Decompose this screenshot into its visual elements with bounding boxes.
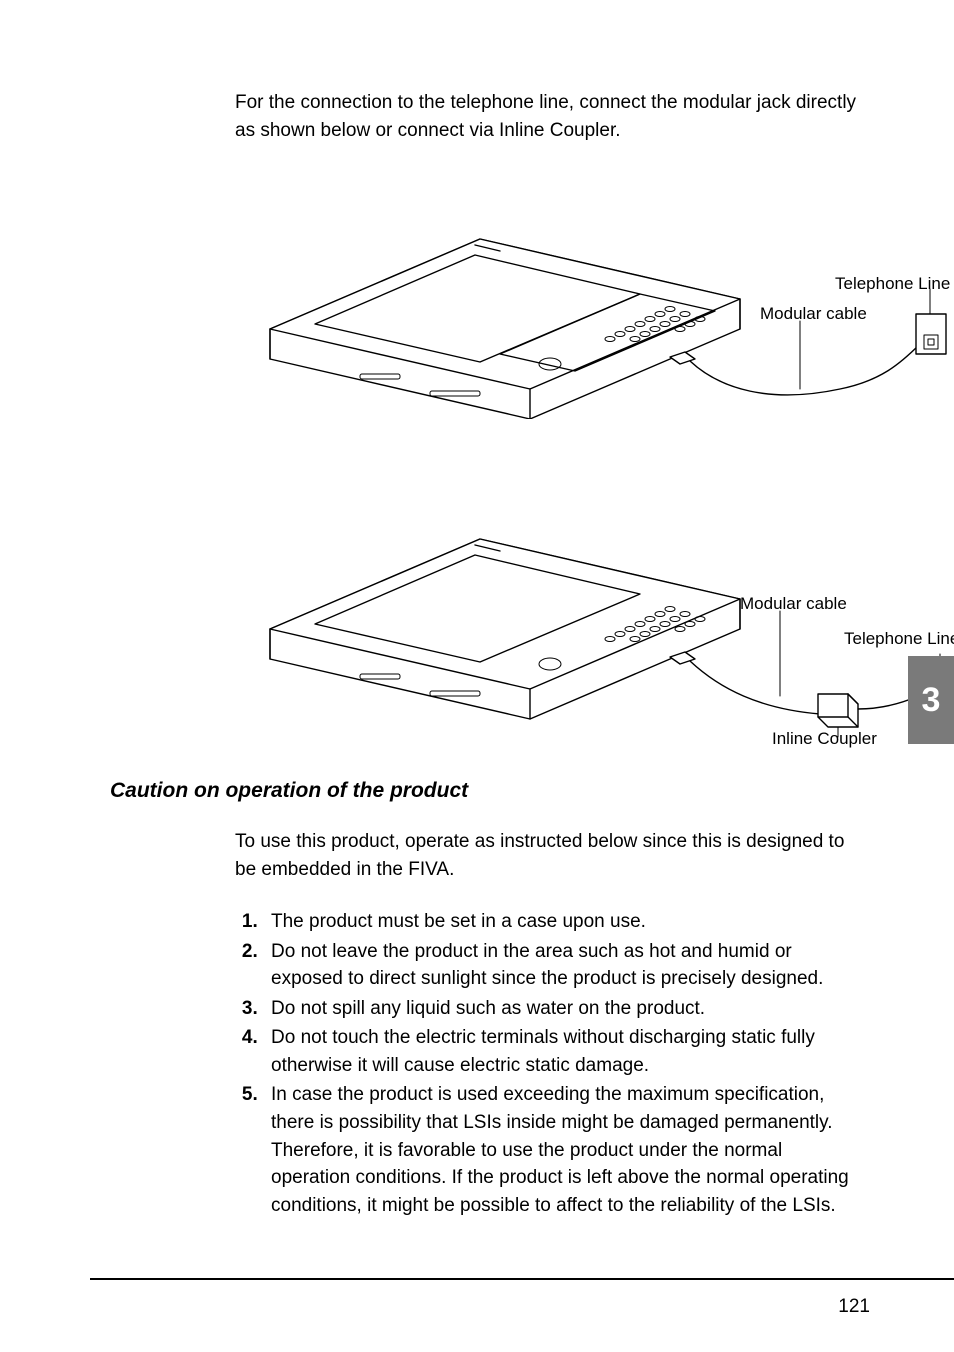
footer-rule [90, 1278, 954, 1280]
d1-modular-cable-label: Modular cable [760, 304, 867, 324]
d2-inline-coupler-label: Inline Coupler [772, 729, 877, 749]
d2-telephone-line-label: Telephone Line [844, 629, 954, 649]
content-column: For the connection to the telephone line… [110, 70, 864, 1221]
caution-item: In case the product is used exceeding th… [263, 1081, 864, 1219]
page-number: 121 [838, 1296, 870, 1318]
caution-paragraph: To use this product, operate as instruct… [235, 828, 864, 883]
caution-item: Do not spill any liquid such as water on… [263, 995, 864, 1023]
diagram-area: Telephone Line Modular cable [110, 169, 864, 749]
d2-modular-cable-label: Modular cable [740, 594, 847, 614]
caution-item: Do not touch the electric terminals with… [263, 1024, 864, 1079]
chapter-tab: 3 [908, 656, 954, 744]
caution-heading: Caution on operation of the product [110, 779, 864, 803]
d1-telephone-line-label: Telephone Line [835, 274, 950, 294]
intro-paragraph: For the connection to the telephone line… [235, 89, 864, 144]
caution-list: The product must be set in a case upon u… [235, 908, 864, 1219]
caution-item: The product must be set in a case upon u… [263, 908, 864, 936]
manual-page: For the connection to the telephone line… [0, 0, 954, 1352]
diagram-2 [240, 459, 954, 739]
caution-item: Do not leave the product in the area suc… [263, 938, 864, 993]
